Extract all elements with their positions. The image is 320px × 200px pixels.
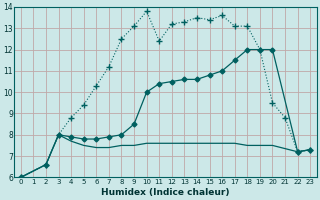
- X-axis label: Humidex (Indice chaleur): Humidex (Indice chaleur): [101, 188, 230, 197]
